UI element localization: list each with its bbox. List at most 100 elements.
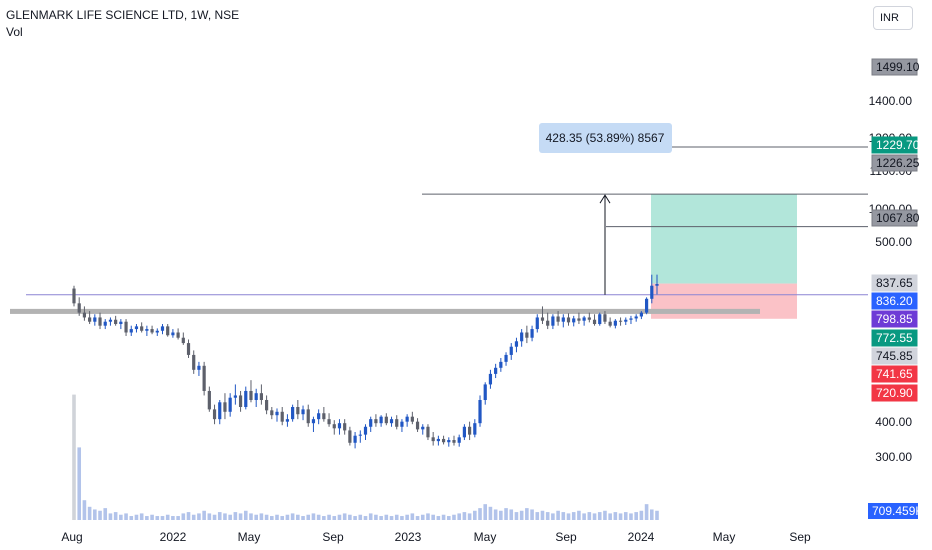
currency-selector[interactable]: INR [873,6,913,30]
volume-bar [259,513,264,520]
volume-bar [93,509,97,520]
candle-body [280,411,284,422]
target-zone [651,194,797,284]
measure-arrow-head [599,194,611,204]
volume-bar [551,513,555,520]
volume-bar [150,514,154,520]
candle-body [608,321,612,326]
volume-bar [264,514,269,520]
candle-body [468,426,472,435]
candle-body [192,354,196,370]
volume-bar [176,516,180,520]
candle-body [82,312,87,318]
candle-body [426,426,430,438]
volume-bar [223,513,227,520]
volume-bar [639,510,644,520]
volume-bar [577,510,581,520]
volume-bar [139,513,144,520]
candle-body [520,332,524,342]
candle-body [561,317,565,322]
candle-body [509,346,513,355]
candle-body [410,416,414,422]
volume-bar [504,508,508,520]
volume-bar [311,513,316,520]
volume-bar [108,513,113,520]
volume-bar [342,513,347,520]
candle-body [212,409,217,420]
candle-body [644,298,649,313]
volume-bar [363,516,368,520]
volume-bar [384,514,389,520]
volume-bar [446,516,451,520]
volume-bar [462,512,467,520]
volume-bar [634,512,638,520]
candle-body [332,424,336,429]
candle-body [244,390,248,407]
candle-body [223,402,227,412]
candle-body [218,402,222,420]
candle-body [343,423,347,431]
volume-bar [566,513,571,520]
volume-bar [368,513,373,520]
volume-bar [592,513,597,520]
candle-body [238,395,243,407]
candle-body [363,426,368,435]
volume-bar [644,504,649,520]
volume-bar [160,516,165,520]
volume-bar [629,513,633,520]
candle-body [452,440,456,443]
volume-bar [509,509,514,520]
candle-body [176,332,180,338]
volume-bar [426,513,430,520]
volume-bar [165,514,170,520]
price-label: 772.55 [876,331,913,345]
volume-bar [597,512,602,520]
volume-bar [431,514,435,520]
candle-body [353,435,357,443]
volume-bar [540,510,545,520]
candle-body [587,317,591,320]
price-label: 837.65 [876,276,913,290]
volume-bar [613,512,618,520]
x-axis[interactable]: Aug 2022 May Sep 2023 May Sep 2024 May Sep [61,530,811,544]
x-tick-label: May [713,530,736,544]
candle-body [535,317,539,330]
volume-bar [77,447,82,520]
volume-bar [514,512,519,520]
volume-bar [525,508,529,520]
x-tick-label: 2022 [160,530,187,544]
candle-body [566,317,571,323]
y-axis[interactable]: 1400.001200.001100.001000.00500.00400.00… [868,58,923,519]
volume-bar [478,508,482,520]
candle-body [181,337,185,344]
candle-body [150,329,154,333]
price-label: 1499.10 [876,60,920,74]
candle-body [114,319,118,325]
candle-body [629,318,633,320]
volume-bar [296,514,300,520]
volume-bar [394,514,399,520]
volume-bar [467,513,472,520]
volume-bar [623,512,628,520]
volume-bar [285,514,290,520]
volume-bar [191,514,196,520]
candle-body [140,326,144,331]
candle-body [400,421,404,427]
volume-bar [145,516,149,520]
volume-bar [405,514,409,520]
candle-body [618,320,623,322]
candle-body [311,419,316,424]
candle-body [634,316,638,319]
candle-body [285,419,290,422]
candle-body [171,332,175,336]
candle-body [327,419,331,425]
candle-body [306,409,310,424]
price-label: 720.90 [876,386,913,400]
candle-body [462,426,467,438]
candle-body [296,406,300,415]
indicator-label: Vol [6,25,23,39]
candle-body [650,285,654,299]
volume-bar [618,513,623,520]
volume-bar [473,510,477,520]
